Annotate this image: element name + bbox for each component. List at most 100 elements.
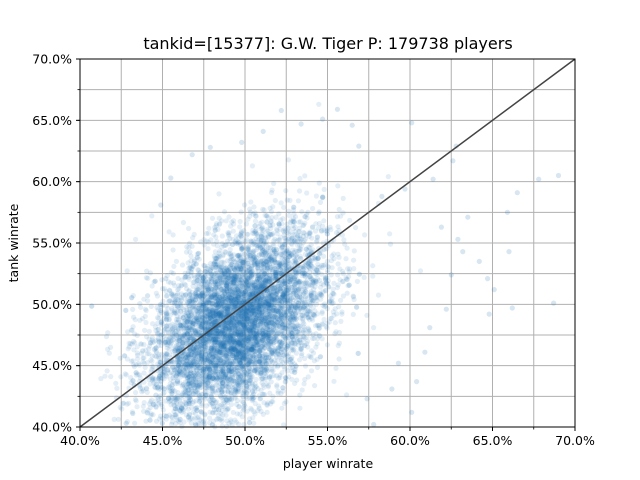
- data-point: [173, 367, 179, 373]
- data-point: [281, 422, 287, 428]
- data-point: [231, 391, 237, 397]
- data-point: [172, 397, 178, 403]
- data-point: [276, 222, 282, 228]
- data-point: [217, 328, 223, 334]
- data-point: [288, 240, 294, 246]
- data-point: [206, 375, 212, 381]
- data-point: [194, 361, 200, 367]
- data-point: [186, 354, 192, 361]
- data-point: [250, 353, 256, 359]
- data-point: [256, 327, 262, 333]
- data-point: [155, 343, 161, 349]
- data-point: [209, 320, 215, 327]
- data-point: [214, 334, 221, 340]
- data-point: [203, 403, 209, 409]
- data-point: [211, 345, 217, 351]
- data-point: [250, 361, 256, 367]
- data-point: [257, 336, 263, 343]
- data-point: [245, 284, 251, 290]
- data-point: [351, 257, 357, 263]
- data-point: [267, 305, 273, 311]
- data-point: [239, 259, 245, 265]
- data-point: [292, 380, 298, 386]
- data-point: [186, 387, 192, 393]
- data-point: [193, 319, 199, 325]
- data-point: [257, 321, 263, 328]
- data-point: [245, 244, 252, 250]
- data-point: [244, 315, 250, 321]
- data-point: [232, 293, 238, 299]
- data-point: [194, 255, 200, 261]
- data-point: [198, 359, 204, 365]
- data-point: [370, 273, 376, 279]
- data-point: [190, 283, 196, 289]
- data-point: [201, 346, 207, 352]
- data-point: [244, 396, 250, 402]
- data-point: [282, 277, 288, 283]
- data-point: [203, 268, 209, 274]
- data-point: [270, 393, 276, 399]
- data-point: [231, 301, 237, 307]
- data-point: [344, 392, 350, 398]
- data-point: [171, 300, 177, 306]
- data-point: [260, 328, 266, 334]
- data-point: [257, 329, 263, 335]
- data-point: [213, 363, 219, 369]
- data-point: [340, 195, 346, 201]
- data-point: [338, 297, 344, 303]
- data-point: [174, 292, 180, 298]
- data-point: [270, 351, 277, 357]
- data-point: [157, 369, 163, 376]
- data-point: [281, 400, 287, 407]
- data-point: [231, 344, 237, 350]
- data-point: [165, 310, 171, 317]
- data-point: [262, 367, 268, 373]
- data-point: [186, 225, 192, 232]
- data-point: [258, 258, 264, 264]
- data-point: [247, 335, 253, 341]
- data-point: [267, 222, 273, 228]
- data-point: [261, 337, 267, 343]
- data-point: [283, 399, 289, 405]
- data-point: [155, 335, 161, 341]
- data-point: [240, 408, 246, 414]
- data-point: [246, 294, 252, 300]
- data-point: [250, 316, 256, 323]
- data-point: [280, 293, 286, 299]
- data-point: [144, 334, 150, 340]
- data-point: [201, 281, 208, 288]
- data-point: [220, 280, 226, 286]
- data-point: [243, 329, 249, 335]
- data-point: [238, 266, 244, 272]
- data-point: [362, 232, 368, 238]
- data-point: [206, 376, 212, 382]
- data-point: [170, 387, 176, 393]
- data-point: [313, 239, 319, 245]
- data-point: [324, 306, 330, 312]
- data-point: [285, 157, 291, 163]
- data-point: [219, 380, 226, 386]
- data-point: [192, 315, 199, 321]
- data-point: [274, 384, 280, 390]
- data-point: [204, 287, 210, 293]
- data-point: [226, 420, 232, 426]
- data-point: [219, 233, 225, 239]
- data-point: [271, 296, 277, 302]
- data-point: [278, 271, 285, 277]
- data-point: [279, 405, 285, 411]
- data-point: [267, 354, 273, 360]
- data-point: [222, 323, 228, 329]
- data-point: [213, 302, 219, 308]
- data-point: [235, 287, 241, 293]
- data-point: [213, 364, 219, 370]
- data-point: [241, 330, 247, 336]
- data-point: [225, 300, 231, 306]
- data-point: [213, 258, 219, 264]
- data-point: [275, 330, 281, 336]
- data-point: [229, 366, 235, 372]
- data-point: [248, 353, 254, 359]
- data-point: [207, 420, 213, 426]
- data-point: [224, 423, 230, 429]
- data-point: [209, 302, 215, 308]
- data-point: [217, 386, 223, 392]
